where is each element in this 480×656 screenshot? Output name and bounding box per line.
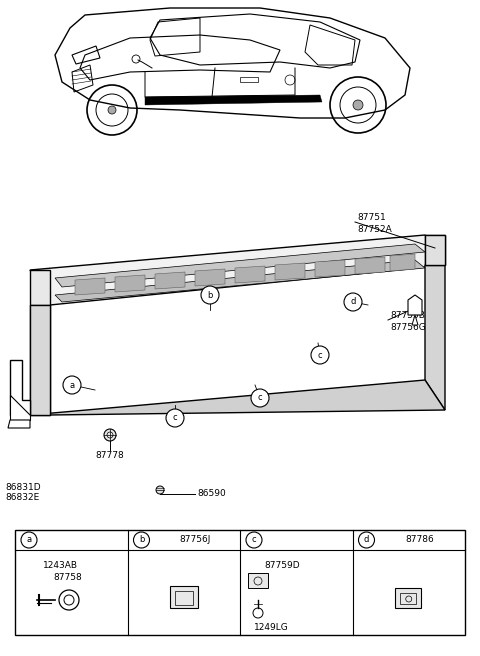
Polygon shape xyxy=(425,265,445,410)
Circle shape xyxy=(251,389,269,407)
Text: b: b xyxy=(207,291,213,300)
Polygon shape xyxy=(425,235,445,265)
Text: a: a xyxy=(70,380,74,390)
Text: 87759D: 87759D xyxy=(264,562,300,571)
Circle shape xyxy=(104,429,116,441)
Polygon shape xyxy=(195,269,225,286)
Polygon shape xyxy=(425,235,445,265)
Text: 87755B: 87755B xyxy=(390,312,425,321)
Text: c: c xyxy=(318,350,322,359)
Polygon shape xyxy=(30,270,50,305)
Circle shape xyxy=(133,532,149,548)
Polygon shape xyxy=(355,257,385,274)
FancyBboxPatch shape xyxy=(395,588,421,608)
Circle shape xyxy=(353,100,363,110)
Text: 1249LG: 1249LG xyxy=(254,623,289,632)
Polygon shape xyxy=(30,305,50,415)
Polygon shape xyxy=(10,395,30,420)
Circle shape xyxy=(311,346,329,364)
Text: 87786: 87786 xyxy=(406,535,434,544)
Polygon shape xyxy=(30,305,50,415)
Circle shape xyxy=(246,532,262,548)
Circle shape xyxy=(201,286,219,304)
Polygon shape xyxy=(315,260,345,277)
Circle shape xyxy=(21,532,37,548)
Polygon shape xyxy=(8,420,30,428)
Circle shape xyxy=(108,106,116,114)
Polygon shape xyxy=(390,254,415,271)
Text: 87756G: 87756G xyxy=(390,323,426,331)
Bar xyxy=(240,77,258,82)
Polygon shape xyxy=(30,380,445,415)
Text: c: c xyxy=(252,535,256,544)
Polygon shape xyxy=(145,95,322,105)
Text: 1243AB: 1243AB xyxy=(43,562,78,571)
Text: 87778: 87778 xyxy=(96,451,124,459)
Text: 87756J: 87756J xyxy=(180,535,211,544)
Circle shape xyxy=(63,376,81,394)
Polygon shape xyxy=(75,278,105,295)
Polygon shape xyxy=(115,275,145,292)
Text: 87758: 87758 xyxy=(53,573,82,583)
Text: 87752A: 87752A xyxy=(357,224,392,234)
Polygon shape xyxy=(55,260,425,302)
Polygon shape xyxy=(55,244,425,287)
Polygon shape xyxy=(10,360,30,415)
Text: 86832E: 86832E xyxy=(5,493,39,501)
Circle shape xyxy=(156,486,164,494)
Text: c: c xyxy=(258,394,262,403)
Text: 86590: 86590 xyxy=(197,489,226,499)
Text: d: d xyxy=(364,535,369,544)
Text: c: c xyxy=(173,413,177,422)
Polygon shape xyxy=(408,295,422,315)
FancyBboxPatch shape xyxy=(170,586,198,608)
Circle shape xyxy=(166,409,184,427)
Text: 87751: 87751 xyxy=(357,213,386,222)
Text: b: b xyxy=(139,535,144,544)
Text: 86831D: 86831D xyxy=(5,483,41,491)
Text: d: d xyxy=(350,298,356,306)
FancyBboxPatch shape xyxy=(248,573,268,588)
Circle shape xyxy=(344,293,362,311)
Polygon shape xyxy=(235,266,265,283)
Circle shape xyxy=(359,532,374,548)
Polygon shape xyxy=(275,263,305,280)
Polygon shape xyxy=(30,235,445,305)
Bar xyxy=(15,530,465,635)
Polygon shape xyxy=(155,272,185,289)
Polygon shape xyxy=(412,315,418,325)
Text: a: a xyxy=(26,535,32,544)
